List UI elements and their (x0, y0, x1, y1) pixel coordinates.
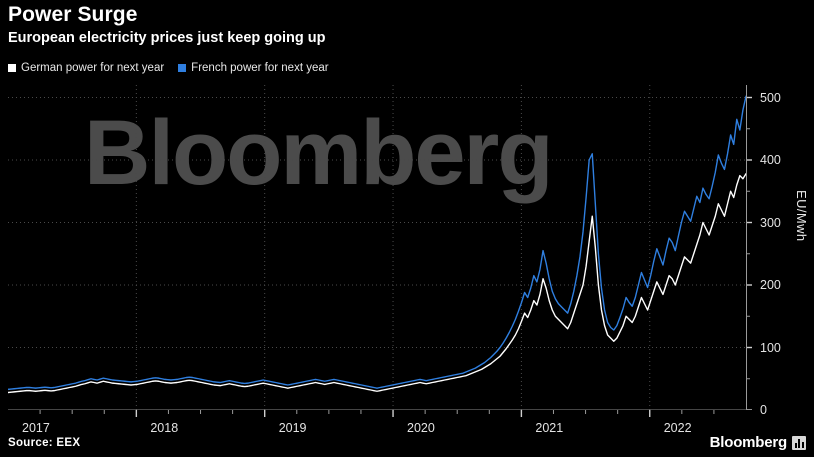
y-axis: EU/Mwh 0 100 200 300 400 500 (746, 85, 814, 416)
legend-item-german: German power for next year (8, 62, 164, 74)
y-axis-tick-label: 100 (760, 340, 781, 355)
legend-label-french: French power for next year (191, 62, 329, 74)
page-title: Power Surge (8, 3, 138, 26)
x-axis-tick-label: 2022 (663, 421, 692, 435)
legend-label-german: German power for next year (21, 62, 165, 74)
y-axis-tick-label: 500 (760, 90, 781, 105)
legend-swatch-icon (8, 64, 16, 72)
bloomberg-terminal-icon (792, 435, 806, 450)
source-note: Source: EEX (8, 437, 81, 449)
x-axis-tick-label: 2017 (22, 421, 50, 435)
y-axis-tick-label: 300 (760, 215, 781, 230)
chart-header: Power Surge European electricity prices … (8, 2, 814, 48)
bloomberg-wordmark: Bloomberg (709, 434, 788, 451)
chart-gridlines (8, 85, 746, 410)
chart-legend: German power for next year French power … (8, 62, 329, 74)
x-axis-tick-label: 2021 (535, 421, 564, 435)
y-axis-tick-label: 200 (760, 278, 781, 292)
x-axis-tick-label: 2020 (407, 421, 435, 435)
y-axis-title: EU/Mwh (794, 190, 809, 242)
y-axis-tick-label: 0 (760, 403, 767, 417)
x-axis-tick-label: 2019 (278, 421, 307, 435)
x-axis-ticks (39, 410, 715, 417)
chart-subtitle: European electricity prices just keep go… (8, 30, 326, 46)
bloomberg-brand: Bloomberg (710, 434, 806, 451)
chart-series (8, 95, 746, 394)
plot-area: Bloomberg (8, 85, 746, 410)
y-axis-ticks (746, 85, 752, 410)
y-axis-tick-label: 400 (760, 153, 781, 167)
legend-swatch-icon (178, 64, 187, 72)
x-axis-tick-label: 2018 (150, 421, 179, 435)
legend-item-french: French power for next year (178, 62, 329, 74)
x-axis: 2017 2018 2019 2020 2021 2022 (8, 410, 746, 438)
